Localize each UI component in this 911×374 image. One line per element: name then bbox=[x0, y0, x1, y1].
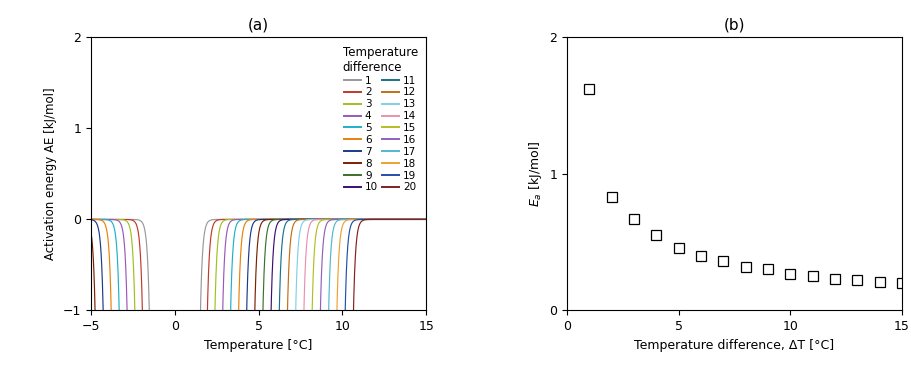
Y-axis label: Activation energy AE [kJ/mol]: Activation energy AE [kJ/mol] bbox=[45, 88, 57, 260]
X-axis label: Temperature [°C]: Temperature [°C] bbox=[204, 339, 312, 352]
Legend: 1, 2, 3, 4, 5, 6, 7, 8, 9, 10, 11, 12, 13, 14, 15, 16, 17, 18, 19, 20: 1, 2, 3, 4, 5, 6, 7, 8, 9, 10, 11, 12, 1… bbox=[340, 43, 421, 196]
Title: (a): (a) bbox=[248, 17, 269, 32]
Y-axis label: $E_a$ [kJ/mol]: $E_a$ [kJ/mol] bbox=[527, 141, 544, 207]
Title: (b): (b) bbox=[723, 17, 745, 32]
X-axis label: Temperature difference, ΔT [°C]: Temperature difference, ΔT [°C] bbox=[634, 339, 834, 352]
